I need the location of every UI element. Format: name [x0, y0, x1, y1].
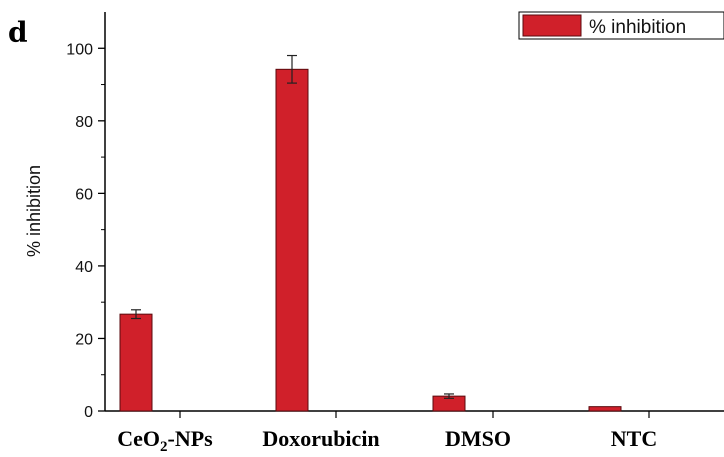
bar: [119, 313, 153, 412]
y-tick-label: 100: [66, 41, 93, 58]
panel-letter: d: [8, 16, 28, 49]
x-tick-label: DMSO: [445, 426, 511, 451]
x-tick-label: NTC: [611, 426, 657, 451]
x-tick-label: CeO2-NPs: [117, 426, 213, 452]
x-tick-label: Doxorubicin: [262, 426, 379, 451]
bar: [588, 406, 622, 412]
y-tick-label: 80: [75, 114, 93, 131]
legend-label: % inhibition: [589, 17, 686, 38]
y-axis-label: % inhibition: [24, 165, 44, 257]
y-tick-label: 60: [75, 186, 93, 203]
y-tick-label: 0: [84, 404, 93, 421]
bar: [275, 68, 309, 412]
legend-swatch: [522, 14, 582, 37]
y-tick-label: 40: [75, 259, 93, 276]
y-tick-label: 20: [75, 331, 93, 348]
